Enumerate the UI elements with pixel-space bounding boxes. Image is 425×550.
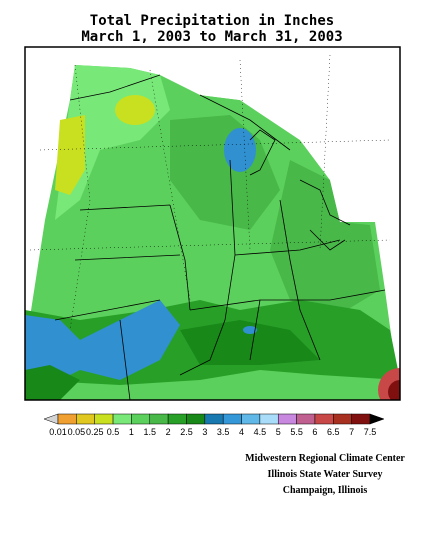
legend-label: 2.5 <box>180 427 193 437</box>
legend-swatch <box>76 413 95 425</box>
legend-swatch <box>333 413 352 425</box>
legend-label: 6.5 <box>327 427 340 437</box>
legend-arrow <box>369 413 385 425</box>
legend: 0.01 0.05 0.25 0.5 1 1.5 2 2.5 3 3.5 4 4.5 5 5.5 6 6.5 7… <box>43 413 385 437</box>
legend-label: 0.01 <box>49 427 67 437</box>
legend-label: 4 <box>239 427 244 437</box>
legend-label: 5.5 <box>290 427 303 437</box>
legend-label: 5 <box>276 427 281 437</box>
legend-swatch <box>112 413 132 425</box>
map <box>24 46 401 401</box>
legend-swatch <box>204 413 224 425</box>
legend-swatch <box>186 413 206 425</box>
legend-label: 2 <box>166 427 171 437</box>
subtitle: March 1, 2003 to March 31, 2003 <box>81 29 342 45</box>
legend-swatch <box>296 413 316 425</box>
legend-swatch <box>131 413 151 425</box>
credit-line: Illinois State Water Survey <box>268 469 383 480</box>
legend-label: 3.5 <box>217 427 230 437</box>
legend-swatch <box>314 413 334 425</box>
legend-swatch <box>277 413 297 425</box>
legend-arrow <box>43 413 59 425</box>
legend-swatch <box>259 413 279 425</box>
legend-label: 4.5 <box>254 427 267 437</box>
legend-label: 1.5 <box>144 427 157 437</box>
legend-swatch <box>167 413 187 425</box>
legend-label: 3 <box>202 427 207 437</box>
legend-label: 7.5 <box>364 427 377 437</box>
legend-label: 0.25 <box>86 427 104 437</box>
credit-line: Champaign, Illinois <box>283 485 368 496</box>
legend-swatch <box>149 413 169 425</box>
legend-label: 0.5 <box>107 427 120 437</box>
legend-swatch <box>241 413 261 425</box>
legend-label: 0.05 <box>68 427 86 437</box>
legend-swatch <box>222 413 242 425</box>
title: Total Precipitation in Inches <box>90 13 334 29</box>
legend-swatch <box>351 413 371 425</box>
legend-label: 7 <box>349 427 354 437</box>
credit-line: Midwestern Regional Climate Center <box>245 453 405 464</box>
legend-swatch <box>57 413 77 425</box>
legend-label: 1 <box>129 427 134 437</box>
legend-label: 6 <box>312 427 317 437</box>
legend-swatch <box>94 413 114 425</box>
